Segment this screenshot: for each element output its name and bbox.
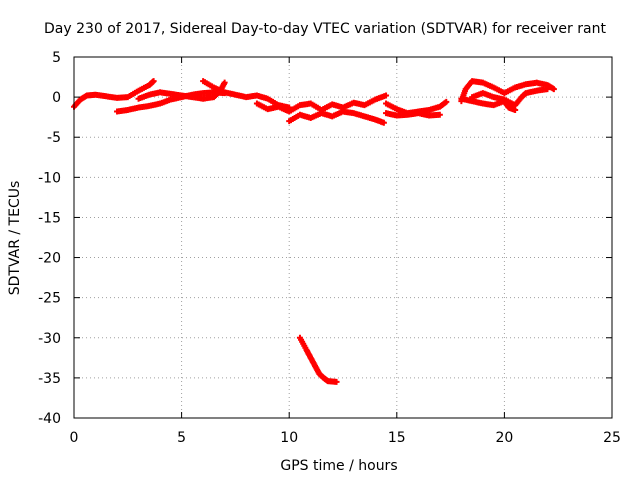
y-tick-label: -5 (47, 130, 61, 146)
data-point (333, 378, 340, 385)
y-tick-label: -15 (38, 210, 61, 226)
y-tick-label: -10 (38, 170, 61, 186)
data-point (380, 119, 387, 126)
data-point (512, 106, 519, 113)
series-trace-i (458, 78, 557, 105)
data-series (71, 78, 557, 385)
plot-frame (73, 56, 613, 419)
data-point (443, 98, 450, 105)
y-tick-label: -30 (38, 331, 61, 347)
x-tick-label: 10 (280, 430, 298, 446)
series-trace-h (383, 110, 443, 119)
x-tick-label: 20 (495, 430, 513, 446)
data-point (150, 78, 157, 85)
y-tick-label: 0 (52, 90, 61, 106)
data-point (544, 86, 551, 93)
data-point (221, 79, 228, 86)
series-trace-k (458, 95, 519, 113)
y-tick-label: -25 (38, 291, 61, 307)
axis-ticks: 0 5 10 15 20 25 5 0 -5 -10 -15 -20 -25 -30 -35 -40 (38, 50, 621, 446)
y-tick-label: 5 (52, 50, 61, 66)
series-trace-outlier (296, 334, 340, 385)
y-tick-label: -35 (38, 371, 61, 387)
series-trace-e (253, 92, 390, 115)
data-point (550, 86, 557, 93)
series-trace-a (71, 78, 157, 110)
y-tick-label: -20 (38, 251, 61, 267)
data-point (436, 111, 443, 118)
x-axis-title: GPS time / hours (280, 458, 397, 474)
chart-title: Day 230 of 2017, Sidereal Day-to-day VTE… (44, 21, 606, 37)
data-point (383, 92, 390, 99)
y-tick-label: -40 (38, 411, 61, 427)
series-trace-c (135, 79, 228, 102)
x-tick-label: 0 (70, 430, 79, 446)
series-trace-f (286, 108, 387, 126)
x-tick-label: 25 (603, 430, 621, 446)
x-tick-label: 15 (388, 430, 406, 446)
x-tick-label: 5 (177, 430, 186, 446)
y-axis-title: SDTVAR / TECUs (7, 181, 23, 296)
